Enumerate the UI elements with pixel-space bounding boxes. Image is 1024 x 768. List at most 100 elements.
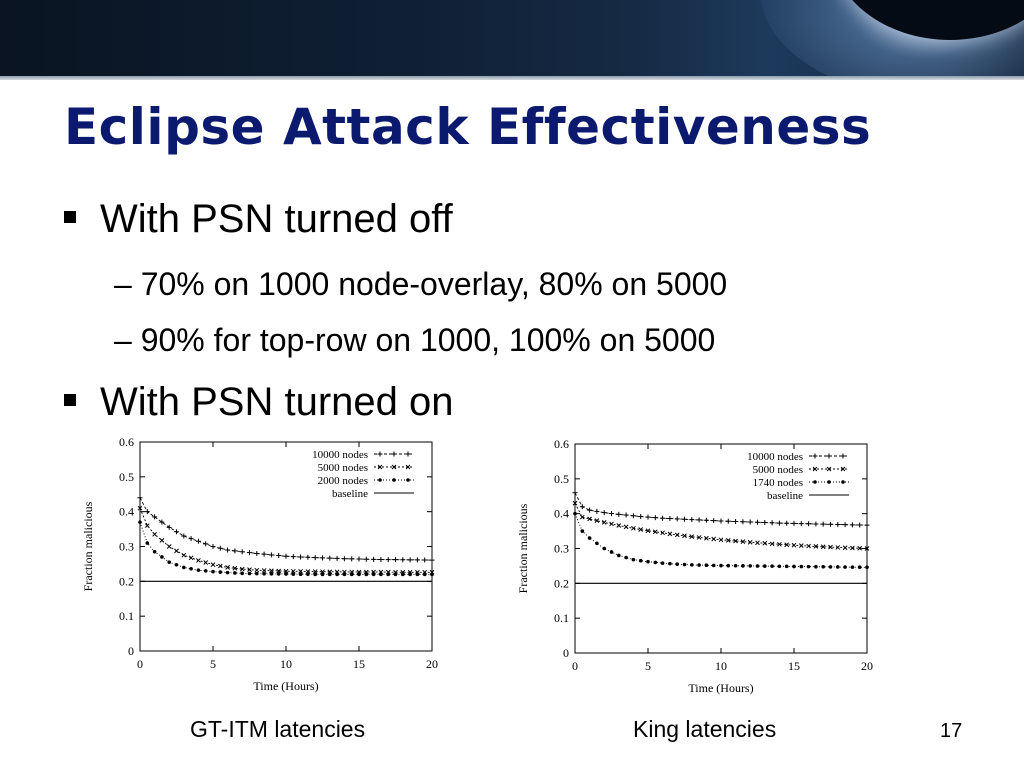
data-point [240, 571, 244, 576]
legend-label: 1740 nodes [753, 477, 803, 489]
data-point [587, 536, 592, 540]
data-point [188, 555, 194, 561]
data-point [776, 520, 782, 526]
data-point [349, 556, 355, 562]
data-point [725, 538, 731, 543]
legend-label: baseline [332, 488, 368, 500]
data-point [748, 564, 752, 568]
data-point [697, 563, 701, 567]
data-point [696, 517, 702, 523]
data-point [725, 518, 731, 524]
data-point [422, 557, 428, 563]
data-point [233, 571, 237, 575]
legend-marker [813, 480, 817, 484]
data-point [623, 512, 629, 518]
data-point [152, 549, 157, 554]
legend-marker [391, 464, 397, 470]
data-point [312, 555, 318, 561]
data-point [850, 565, 855, 569]
data-point [393, 572, 398, 577]
data-point [675, 562, 679, 566]
data-point [740, 539, 746, 544]
data-point [703, 517, 709, 523]
data-point [617, 553, 621, 558]
data-point [755, 519, 760, 525]
data-point [349, 572, 354, 577]
data-point [159, 538, 165, 543]
data-point [232, 565, 238, 571]
data-point [203, 541, 209, 547]
data-point [283, 568, 289, 574]
x-tick-label: 5 [645, 659, 651, 673]
data-point [704, 535, 709, 541]
data-point [843, 565, 847, 569]
legend-label: 2000 nodes [318, 475, 368, 487]
data-point [784, 564, 789, 569]
data-point [371, 572, 376, 577]
data-point [144, 509, 150, 515]
plot-frame [139, 441, 433, 652]
data-point [407, 557, 413, 563]
x-tick-label: 0 [137, 657, 143, 671]
data-point [144, 523, 150, 528]
legend-label: 5000 nodes [753, 464, 803, 476]
data-point [572, 490, 578, 496]
data-point [247, 550, 252, 556]
data-point [239, 549, 245, 555]
legend-label: baseline [767, 490, 803, 502]
data-point [290, 554, 296, 560]
data-point [371, 556, 377, 562]
series-line [139, 497, 433, 561]
data-point [203, 560, 209, 565]
data-point [305, 569, 311, 574]
legend-marker [377, 451, 383, 457]
legend-marker [392, 478, 396, 482]
data-point [276, 553, 282, 559]
subbullet-overlay-stats: – 70% on 1000 node-overlay, 80% on 5000 [114, 266, 728, 302]
data-point [255, 571, 259, 576]
data-point [174, 548, 179, 554]
y-tick-label: 0.2 [554, 576, 569, 590]
data-point [182, 565, 186, 570]
data-point [601, 520, 607, 525]
y-tick-label: 0.2 [119, 574, 134, 588]
data-point [828, 521, 833, 527]
series-1 [137, 505, 435, 575]
legend-marker [405, 464, 411, 470]
data-point [181, 533, 187, 539]
chart-king: 0 0.1 0.2 0.3 0.4 0.5 0.6 0 5 10 15 20 Time (Hours) F… [516, 437, 873, 695]
data-point [327, 555, 333, 561]
legend-marker [378, 478, 382, 482]
data-point [609, 510, 614, 516]
data-point [145, 541, 150, 545]
data-point [239, 566, 245, 572]
data-point [798, 521, 804, 527]
data-point [784, 542, 790, 548]
data-point [400, 557, 406, 563]
legend-label: 10000 nodes [312, 449, 368, 461]
legend-marker [377, 464, 383, 470]
data-point [587, 516, 592, 522]
data-point [291, 572, 296, 576]
y-tick-label: 0 [128, 644, 134, 658]
data-point [704, 563, 709, 568]
data-point [306, 572, 310, 577]
data-point [741, 564, 745, 568]
data-point [770, 564, 774, 568]
data-point [667, 516, 673, 522]
data-point [652, 515, 658, 521]
data-point [232, 548, 238, 554]
data-point [385, 557, 391, 563]
y-tick-label: 0 [563, 646, 569, 660]
y-tick-label: 0.1 [554, 611, 569, 625]
data-point [690, 563, 694, 567]
plot-frame [574, 443, 868, 654]
data-point [254, 567, 260, 573]
legend-marker [406, 478, 410, 482]
data-point [298, 572, 303, 576]
x-tick-label: 15 [353, 657, 365, 671]
data-point [401, 572, 405, 577]
data-point [747, 519, 753, 525]
data-point [579, 514, 585, 520]
data-point [181, 552, 187, 558]
